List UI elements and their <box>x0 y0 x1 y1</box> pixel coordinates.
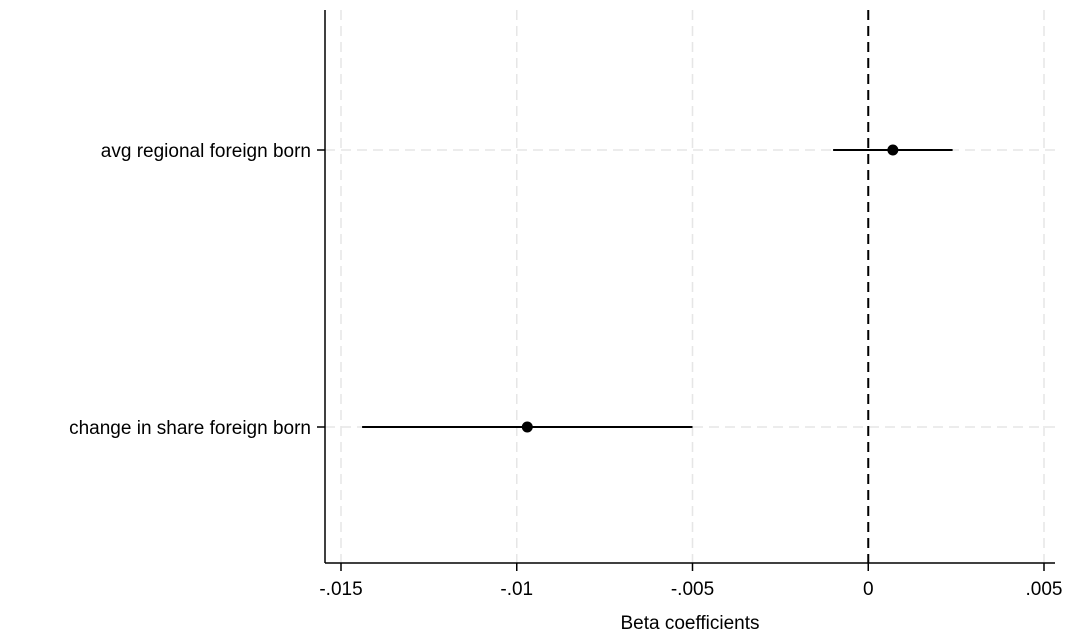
y-tick-label: avg regional foreign born <box>101 141 311 162</box>
x-tick-label: -.01 <box>500 579 533 600</box>
x-axis-title: Beta coefficients <box>620 613 759 634</box>
tick-labels: -.015 -.01 -.005 0 .005 avg regional foreign … <box>69 141 1062 600</box>
gridlines <box>325 10 1055 563</box>
point-estimate <box>887 144 899 156</box>
y-tick-label: change in share foreign born <box>69 418 311 439</box>
x-tick-label: .005 <box>1026 579 1063 600</box>
coefficient-marks <box>362 144 953 433</box>
x-tick-label: -.015 <box>319 579 362 600</box>
x-tick-label: 0 <box>863 579 874 600</box>
point-estimate <box>521 421 533 433</box>
axes <box>317 10 1055 571</box>
x-tick-label: -.005 <box>671 579 714 600</box>
